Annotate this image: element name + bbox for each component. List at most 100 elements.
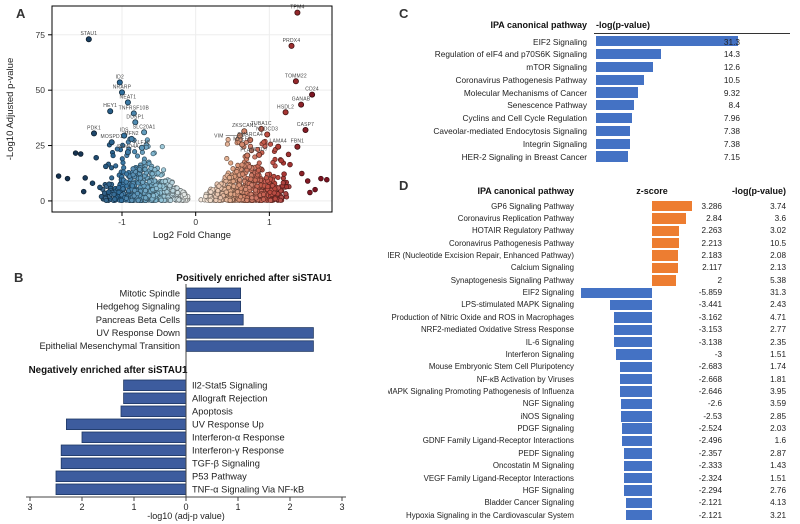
- gene-label: SLC20A1: [133, 124, 156, 130]
- zscore-bar: [652, 201, 692, 212]
- svg-text:2: 2: [287, 502, 292, 512]
- pvalue-value: 2.13: [770, 263, 786, 273]
- zscore-bar: [620, 386, 652, 397]
- pvalue-value: 31.3: [723, 36, 740, 47]
- pvalue-value: 1.74: [770, 362, 786, 372]
- bar-negative: [55, 483, 187, 496]
- svg-text:0: 0: [193, 217, 198, 227]
- pvalue-value: 10.5: [770, 238, 786, 248]
- pvalue-value: 7.38: [723, 138, 740, 149]
- pathway-label: NER (Nucleotide Excision Repair, Enhance…: [388, 251, 574, 261]
- pathway-label: EIF2 Signaling: [522, 288, 574, 298]
- bar-positive: [185, 300, 241, 313]
- gene-label: MYEF2: [233, 136, 251, 142]
- volcano-plot-frame: [51, 5, 333, 213]
- gene-point: [121, 132, 128, 139]
- gene-label: CASP7: [297, 122, 314, 128]
- gene-point: [138, 144, 145, 151]
- pathway-row: Cyclins and Cell Cycle Regulation 7.96: [398, 112, 798, 125]
- pathway-label: Production of Nitric Oxide and ROS in Ma…: [391, 312, 574, 322]
- gene-label: DUSP1: [126, 114, 144, 120]
- gene-label: KCTD7: [250, 147, 267, 153]
- panel-a-label: A: [16, 6, 26, 21]
- svg-text:50: 50: [36, 85, 46, 95]
- bar-label: Pancreas Beta Cells: [96, 315, 181, 325]
- pathway-label: HOTAIR Regulatory Pathway: [471, 226, 574, 236]
- bar-label: TGF-β Signaling: [192, 458, 260, 468]
- pathway-row: LPS-stimulated MAPK Signaling -3.441 2.43: [388, 299, 800, 311]
- gene-label: NUDCD3: [256, 126, 278, 132]
- zscore-bar: [614, 336, 652, 348]
- bar-negative: [60, 457, 187, 470]
- svg-text:0: 0: [40, 196, 45, 206]
- bar-label: Il2-Stat5 Signaling: [192, 380, 267, 390]
- bar-negative: [55, 470, 187, 483]
- volcano-x-axis-title: Log2 Fold Change: [153, 230, 231, 241]
- volcano-gridlines: [52, 6, 332, 212]
- pathway-row: Oncostatin M Signaling -2.333 1.43: [388, 460, 800, 472]
- header-underline: [594, 33, 790, 34]
- bar-label: Interferon-γ Response: [192, 445, 284, 455]
- pathway-row: GP6 Signaling Pathway 3.286 3.74: [388, 200, 800, 212]
- zscore-bar: [626, 497, 652, 509]
- panel-b-label: B: [14, 270, 23, 285]
- pathway-label: NF-κB Activation by Viruses: [476, 374, 574, 384]
- pvalue-value: 5.38: [770, 275, 786, 285]
- pathway-row: Production of Nitric Oxide and ROS in Ma…: [388, 311, 800, 323]
- zscore-bar: [623, 460, 652, 471]
- pvalue-value: 2.03: [770, 424, 786, 434]
- gene-point: [124, 149, 131, 156]
- zscore-value: 2: [717, 275, 722, 285]
- gene-point: [292, 78, 299, 85]
- zscore-value: -2.357: [698, 448, 722, 458]
- ipa-pvalue-rows: EIF2 Signaling 31.3 Regulation of eIF4 and…: [398, 35, 798, 163]
- pvalue-value: 2.87: [770, 448, 786, 458]
- volcano-point-cloud: [55, 136, 330, 203]
- pvalue-column-header: -log(p-value): [732, 186, 786, 196]
- pathway-row: Synaptogenesis Signaling Pathway 2 5.38: [388, 274, 800, 286]
- zscore-value: -2.294: [698, 485, 722, 495]
- pvalue-bar: [596, 48, 661, 60]
- zscore-value: -2.121: [698, 510, 722, 520]
- bar-negative: [81, 431, 187, 444]
- gene-point: [119, 89, 126, 96]
- pathway-row: Molecular Mechanisms of Cancer 9.32: [398, 86, 798, 99]
- pathway-row: GDNF Family Ligand-Receptor Interactions…: [388, 435, 800, 447]
- pathway-row: Regulation of eIF4 and p70S6K Signaling 1…: [398, 48, 798, 61]
- pvalue-column-header: -log(p-value): [596, 20, 650, 30]
- pvalue-value: 9.32: [723, 87, 740, 98]
- ipa-zscore-rows: GP6 Signaling Pathway 3.286 3.74 Coronaviru…: [388, 200, 800, 521]
- bar-negative: [123, 379, 187, 392]
- pvalue-value: 7.15: [723, 151, 740, 162]
- pvalue-value: 10.5: [723, 74, 740, 85]
- pvalue-value: 4.71: [770, 312, 786, 322]
- pathway-column-header: IPA canonical pathway: [477, 186, 574, 196]
- pvalue-value: 1.51: [770, 473, 786, 483]
- pathway-row: Integrin Signaling 7.38: [398, 137, 798, 150]
- bar-label: UV Response Up: [192, 419, 264, 429]
- pathway-label: Interferon Signaling: [505, 349, 574, 359]
- zscore-bar: [652, 238, 679, 249]
- pathway-label: HER-2 Signaling in Breast Cancer: [461, 151, 587, 162]
- pvalue-bar: [596, 36, 738, 47]
- pvalue-bar: [596, 74, 644, 85]
- zscore-bar: [621, 411, 652, 422]
- pvalue-value: 14.3: [723, 49, 740, 60]
- volcano-axis-ticks: -1 0 1 0 25 50 75: [36, 30, 272, 227]
- pathway-row: Hypoxia Signaling in the Cardiovascular …: [388, 509, 800, 521]
- pvalue-value: 7.96: [723, 113, 740, 124]
- gene-label: ZKSCAN1: [232, 123, 256, 129]
- pathway-row: NER (Nucleotide Excision Repair, Enhance…: [388, 249, 800, 261]
- ipa-zscore-panel: D IPA canonical pathway z-score -log(p-v…: [388, 178, 800, 524]
- gene-point: [91, 130, 98, 137]
- zscore-bar: [623, 448, 652, 459]
- pathway-row: NRF2-mediated Oxidative Stress Response -…: [388, 324, 800, 336]
- bar-positive: [185, 340, 314, 352]
- pvalue-value: 3.02: [770, 226, 786, 236]
- zscore-bar: [615, 349, 652, 360]
- pathway-row: Senescence Pathway 8.4: [398, 99, 798, 112]
- pathway-row: HER-2 Signaling in Breast Cancer 7.15: [398, 150, 798, 163]
- gene-label: PRDX4: [283, 38, 301, 44]
- pvalue-value: 4.13: [770, 498, 786, 508]
